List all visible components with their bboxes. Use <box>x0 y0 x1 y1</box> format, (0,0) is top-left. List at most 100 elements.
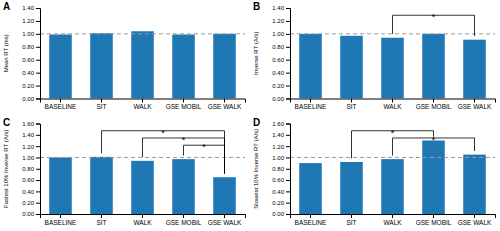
x-tick-mark <box>351 214 352 218</box>
y-tick-mark <box>286 157 290 158</box>
x-tick: GSE MOBIL <box>166 99 202 111</box>
y-tick-label: 0.00 <box>272 211 284 217</box>
y-tick-mark <box>36 180 40 181</box>
x-tick-mark <box>142 99 143 103</box>
y-tick-label: 1.00 <box>272 155 284 161</box>
bar <box>463 155 486 214</box>
y-tick-label: 0.80 <box>22 44 34 50</box>
y-tick-label: 1.60 <box>272 121 284 127</box>
y-tick: 0.20 <box>272 200 290 206</box>
y-tick-label: 1.20 <box>22 18 34 24</box>
y-tick-label: 0.40 <box>22 189 34 195</box>
y-tick: 0.00 <box>272 96 290 102</box>
reference-line <box>290 157 495 158</box>
y-tick-mark <box>286 146 290 147</box>
x-tick: GSE MOBIL <box>416 214 452 226</box>
y-axis: 0.000.200.400.600.801.001.201.40 <box>272 5 290 102</box>
panel-label: D <box>253 117 260 128</box>
x-tick-label: WALK <box>383 219 402 226</box>
x-tick-mark <box>310 99 311 103</box>
y-tick: 1.60 <box>272 121 290 127</box>
y-tick-label: 0.80 <box>22 166 34 172</box>
y-tick-label: 1.40 <box>22 132 34 138</box>
y-axis-line <box>286 124 291 215</box>
y-tick: 0.80 <box>22 44 40 50</box>
y-tick-mark <box>286 180 290 181</box>
y-tick-label: 0.00 <box>22 211 34 217</box>
x-tick-label: BASELINE <box>295 103 327 110</box>
y-tick-label: 1.40 <box>22 5 34 11</box>
x-tick-mark <box>101 99 102 103</box>
significance-label: * <box>182 135 186 145</box>
x-tick-mark <box>310 214 311 218</box>
x-axis: BASELINESITWALKGSE MOBILGSE WALK <box>291 99 496 111</box>
y-tick: 0.60 <box>22 177 40 183</box>
y-axis: 0.000.200.400.600.801.001.201.401.60 <box>22 121 40 218</box>
y-tick-mark <box>286 21 290 22</box>
y-tick-label: 0.00 <box>272 96 284 102</box>
x-tick-mark <box>433 214 434 218</box>
y-tick-mark <box>286 169 290 170</box>
y-tick-mark <box>36 135 40 136</box>
plot-area: 0.000.200.400.600.801.001.201.401.60BASE… <box>253 121 496 226</box>
x-tick-mark <box>60 214 61 218</box>
y-tick-mark <box>36 157 40 158</box>
y-tick-mark <box>36 203 40 204</box>
x-tick: WALK <box>383 99 402 111</box>
x-tick-label: GSE WALK <box>458 103 492 110</box>
x-tick-label: SIT <box>346 219 356 226</box>
y-tick: 0.40 <box>272 189 290 195</box>
panel-label: C <box>3 117 10 128</box>
x-tick: GSE MOBIL <box>166 214 202 226</box>
bar <box>340 36 363 99</box>
y-tick-mark <box>36 60 40 61</box>
y-tick-label: 0.20 <box>272 83 284 89</box>
x-tick-mark <box>392 99 393 103</box>
y-tick: 1.00 <box>22 155 40 161</box>
x-tick-label: GSE MOBIL <box>166 219 202 226</box>
x-tick-mark <box>392 214 393 218</box>
y-tick-label: 1.20 <box>272 18 284 24</box>
x-tick-mark <box>183 214 184 218</box>
y-tick: 0.80 <box>22 166 40 172</box>
y-tick-mark <box>286 86 290 87</box>
panel-label: A <box>3 1 10 12</box>
bar <box>172 35 195 99</box>
y-tick: 0.40 <box>22 189 40 195</box>
y-tick-label: 0.20 <box>22 83 34 89</box>
y-tick: 0.40 <box>272 70 290 76</box>
bar <box>213 34 236 99</box>
y-tick-mark <box>286 60 290 61</box>
figure: A 0.00 0.20 0.40 0.60 0.80 1.00 1.20 1.40 BASELIN… <box>0 0 500 231</box>
y-tick-mark <box>286 203 290 204</box>
x-tick-label: GSE WALK <box>208 103 242 110</box>
y-tick-label: 0.40 <box>272 189 284 195</box>
x-tick-label: WALK <box>133 103 152 110</box>
y-tick-label: 1.20 <box>272 144 284 150</box>
y-tick-mark <box>36 47 40 48</box>
y-tick: 1.40 <box>22 5 40 11</box>
x-tick: GSE WALK <box>208 99 242 111</box>
y-tick-mark <box>36 8 40 9</box>
y-tick-mark <box>286 47 290 48</box>
y-tick: 1.20 <box>22 144 40 150</box>
x-tick-label: GSE MOBIL <box>416 103 452 110</box>
y-tick: 1.00 <box>272 155 290 161</box>
bar <box>90 157 113 214</box>
significance-bracket: * <box>393 12 475 36</box>
y-tick-mark <box>36 34 40 35</box>
x-tick-label: GSE WALK <box>208 219 242 226</box>
y-tick-label: 1.00 <box>272 31 284 37</box>
y-tick-mark <box>286 8 290 9</box>
x-axis: BASELINESITWALKGSE MOBILGSE WALK <box>291 214 496 226</box>
y-tick-mark <box>36 169 40 170</box>
significance-label: * <box>432 135 436 145</box>
y-axis-line <box>36 9 41 100</box>
x-tick: GSE MOBIL <box>416 99 452 111</box>
x-tick-mark <box>101 214 102 218</box>
bar <box>172 159 195 214</box>
y-axis-line <box>36 124 41 215</box>
x-tick-mark <box>142 214 143 218</box>
y-tick-label: 0.60 <box>22 57 34 63</box>
y-tick-label: 1.00 <box>22 155 34 161</box>
